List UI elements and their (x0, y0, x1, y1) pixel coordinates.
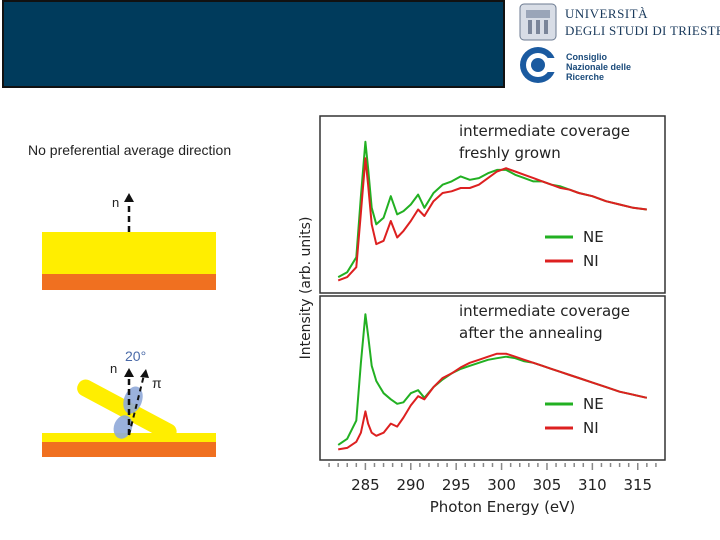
cnr-emblem-icon (520, 47, 558, 83)
x-tick-label-305: 305 (533, 476, 562, 494)
series-line-ni-panel-2 (338, 352, 648, 451)
title-bar (2, 0, 505, 88)
x-tick-label-300: 300 (487, 476, 516, 494)
pi-direction-arrow-icon (140, 369, 149, 378)
left-caption: No preferential average direction (28, 142, 232, 158)
panel-2-annotation-line-2: after the annealing (459, 324, 603, 342)
legend-label-ne-panel-1: NE (583, 228, 604, 246)
bottom-normal-label: n (110, 361, 117, 376)
x-axis-label: Photon Energy (eV) (430, 498, 576, 516)
top-normal-label: n (112, 195, 119, 210)
legend-label-ni-panel-1: NI (583, 252, 599, 270)
legend-label-ne-panel-2: NE (583, 395, 604, 413)
top-substrate-orange (42, 274, 216, 290)
cnr-logo: Consiglio Nazionale delle Ricerche (516, 44, 720, 86)
panel-1-annotation-line-1: intermediate coverage (459, 122, 630, 140)
legend-label-ni-panel-2: NI (583, 419, 599, 437)
y-axis-label: Intensity (arb. units) (298, 217, 314, 360)
top-substrate-yellow (42, 232, 216, 274)
pi-orbital-lower-lobe (113, 415, 133, 439)
cnr-name: Consiglio Nazionale delle Ricerche (566, 52, 632, 82)
pi-direction-line (128, 374, 145, 436)
bottom-substrate-yellow (42, 433, 216, 442)
x-tick-label-310: 310 (578, 476, 607, 494)
x-tick-label-315: 315 (623, 476, 652, 494)
x-tick-label-295: 295 (442, 476, 471, 494)
orientation-diagram: n n 20° π (42, 193, 216, 457)
university-seal-icon (519, 3, 557, 41)
pi-label: π (152, 375, 162, 391)
panel-1-annotation-line-2: freshly grown (459, 144, 561, 162)
xas-spectra-chart: intermediate coverage freshly grown NE NI in… (298, 115, 666, 516)
x-tick-label-285: 285 (351, 476, 380, 494)
series-line-ni-panel-1 (337, 157, 647, 282)
angle-label: 20° (125, 348, 146, 364)
panel-frame-1 (319, 115, 666, 294)
bottom-normal-arrow-icon (124, 368, 134, 377)
university-logo: UNIVERSITÀ DEGLI STUDI DI TRIESTE (516, 2, 720, 42)
x-tick-label-290: 290 (396, 476, 425, 494)
university-name-line1: UNIVERSITÀ (565, 6, 648, 21)
bottom-substrate-orange (42, 442, 216, 457)
university-name-line2: DEGLI STUDI DI TRIESTE (565, 23, 720, 38)
top-normal-arrow-icon (124, 193, 134, 202)
panel-frame-2 (319, 295, 666, 461)
panel-2-annotation-line-1: intermediate coverage (459, 302, 630, 320)
series-line-ne-panel-1 (337, 140, 647, 278)
